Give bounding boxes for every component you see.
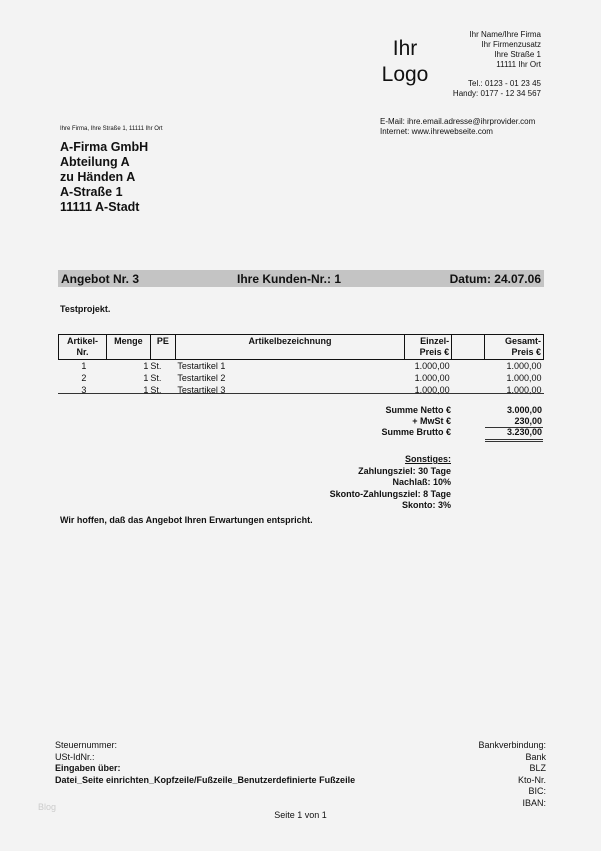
address-line: 11111 A-Stadt — [60, 200, 140, 214]
table-cell: 1.000,00 — [506, 361, 542, 371]
mwst-label: + MwSt € — [412, 416, 451, 426]
title-bar: Angebot Nr. 3 Ihre Kunden-Nr.: 1 Datum: … — [58, 270, 544, 287]
footer-right: Bankverbindung: Bank BLZ Kto-Nr. BIC: IB… — [478, 740, 546, 809]
subtotal-line — [485, 427, 543, 428]
address-line: Abteilung A — [60, 155, 130, 169]
term-line: Skonto-Zahlungsziel: 8 Tage — [329, 488, 451, 499]
input-note: Eingaben über: — [55, 763, 121, 773]
term-line: Nachlaß: 10% — [392, 477, 451, 487]
column-header: Einzel- Preis € — [404, 334, 453, 360]
table-cell: 1 — [81, 361, 87, 371]
project-name: Testprojekt. — [60, 304, 111, 314]
table-cell: St. — [150, 373, 162, 383]
bank-line: Bank — [525, 751, 546, 762]
address-line: A-Straße 1 — [60, 185, 123, 199]
table-row: 1 1 St. Testartikel 1 1.000,00 1.000,00 — [59, 360, 544, 373]
brutto-label: Summe Brutto € — [381, 427, 451, 437]
other-terms: Sonstiges: Zahlungsziel: 30 Tage Nachlaß… — [330, 454, 451, 512]
company-line: Ihre Straße 1 — [494, 50, 541, 59]
totals-values: 3.000,00 230,00 3.230,00 — [507, 405, 542, 438]
logo-line: Logo — [381, 63, 429, 86]
company-info: Ihr Name/Ihre Firma Ihr Firmenzusatz Ihr… — [453, 30, 541, 99]
logo-placeholder: Ihr Logo — [375, 36, 435, 88]
mwst-value: 230,00 — [514, 416, 542, 426]
phone: Tel.: 0123 - 01 23 45 — [468, 79, 541, 88]
column-header — [451, 334, 486, 360]
table-cell: Testartikel 3 — [177, 385, 226, 395]
table-cell: 1 — [143, 385, 149, 395]
column-header: Artikel- Nr. — [58, 334, 107, 360]
table-cell: 3 — [81, 385, 87, 395]
bank-line: BLZ — [529, 763, 546, 773]
watermark: Blog — [38, 802, 57, 812]
tax-number: Steuernummer: — [55, 740, 118, 750]
table-cell: Testartikel 1 — [177, 361, 226, 371]
contact-info: E-Mail: ihre.email.adresse@ihrprovider.c… — [380, 117, 535, 137]
customer-number: Ihre Kunden-Nr.: 1 — [237, 272, 342, 286]
website: Internet: www.ihrewebseite.com — [380, 127, 493, 136]
totals-labels: Summe Netto € + MwSt € Summe Brutto € — [381, 405, 451, 438]
table-cell: St. — [150, 385, 162, 395]
table-cell: 2 — [81, 373, 87, 383]
total-double-line — [485, 439, 543, 442]
table-row: 3 1 St. Testartikel 3 1.000,00 1.000,00 — [59, 384, 544, 396]
recipient-address: A-Firma GmbH Abteilung A zu Händen A A-S… — [60, 140, 148, 215]
address-line: zu Händen A — [60, 170, 136, 184]
vat-id: USt-IdNr.: — [55, 751, 95, 762]
column-header: PE — [149, 334, 176, 360]
table-cell: 1 — [143, 361, 149, 371]
brutto-value: 3.230,00 — [506, 427, 542, 437]
table-cell — [452, 384, 485, 396]
company-line: Ihr Firmenzusatz — [481, 40, 541, 49]
email: E-Mail: ihre.email.adresse@ihrprovider.c… — [380, 117, 536, 126]
date: Datum: 24.07.06 — [449, 272, 541, 286]
table-cell: 1.000,00 — [414, 373, 450, 383]
table-cell: 1.000,00 — [414, 385, 450, 395]
table-cell: Testartikel 2 — [177, 373, 226, 383]
page-number: Seite 1 von 1 — [274, 810, 327, 820]
column-header: Gesamt- Preis € — [484, 334, 544, 360]
netto-label: Summe Netto € — [385, 405, 451, 415]
column-header: Artikelbezeichnung — [174, 334, 406, 360]
table-cell — [452, 360, 485, 373]
table-cell: 1.000,00 — [506, 373, 542, 383]
bank-line: Kto-Nr. — [517, 774, 546, 785]
table-cell: St. — [150, 361, 162, 371]
input-path: Datei_Seite einrichten_Kopfzeile/Fußzeil… — [55, 774, 356, 785]
other-title: Sonstiges: — [404, 454, 451, 464]
table-cell: 1 — [143, 373, 149, 383]
term-line: Skonto: 3% — [401, 500, 451, 510]
address-line: A-Firma GmbH — [60, 140, 149, 154]
mobile: Handy: 0177 - 12 34 567 — [452, 89, 541, 98]
bank-line: IBAN: — [522, 797, 546, 808]
closing-sentence: Wir hoffen, daß das Angebot Ihren Erwart… — [60, 515, 313, 525]
column-header: Menge — [105, 334, 151, 360]
table-cell: 1.000,00 — [414, 361, 450, 371]
table-cell: 1.000,00 — [506, 385, 542, 395]
company-line: 11111 Ihr Ort — [496, 60, 541, 69]
sender-line: Ihre Firma, Ihre Straße 1, 11111 Ihr Ort — [60, 126, 163, 132]
items-table: Artikel- Nr. Menge PE Artikelbezeichnung Ein… — [58, 334, 544, 396]
bank-line: Bankverbindung: — [478, 740, 546, 750]
company-line: Ihr Name/Ihre Firma — [469, 30, 541, 39]
logo-line: Ihr — [392, 37, 418, 60]
table-bottom-line — [58, 393, 544, 394]
netto-value: 3.000,00 — [506, 405, 542, 415]
offer-number: Angebot Nr. 3 — [61, 272, 140, 286]
table-cell — [452, 372, 485, 384]
term-line: Zahlungsziel: 30 Tage — [358, 465, 451, 476]
table-row: 2 1 St. Testartikel 2 1.000,00 1.000,00 — [59, 372, 544, 384]
bank-line: BIC: — [528, 786, 546, 796]
footer-left: Steuernummer: USt-IdNr.: Eingaben über: … — [55, 740, 355, 786]
